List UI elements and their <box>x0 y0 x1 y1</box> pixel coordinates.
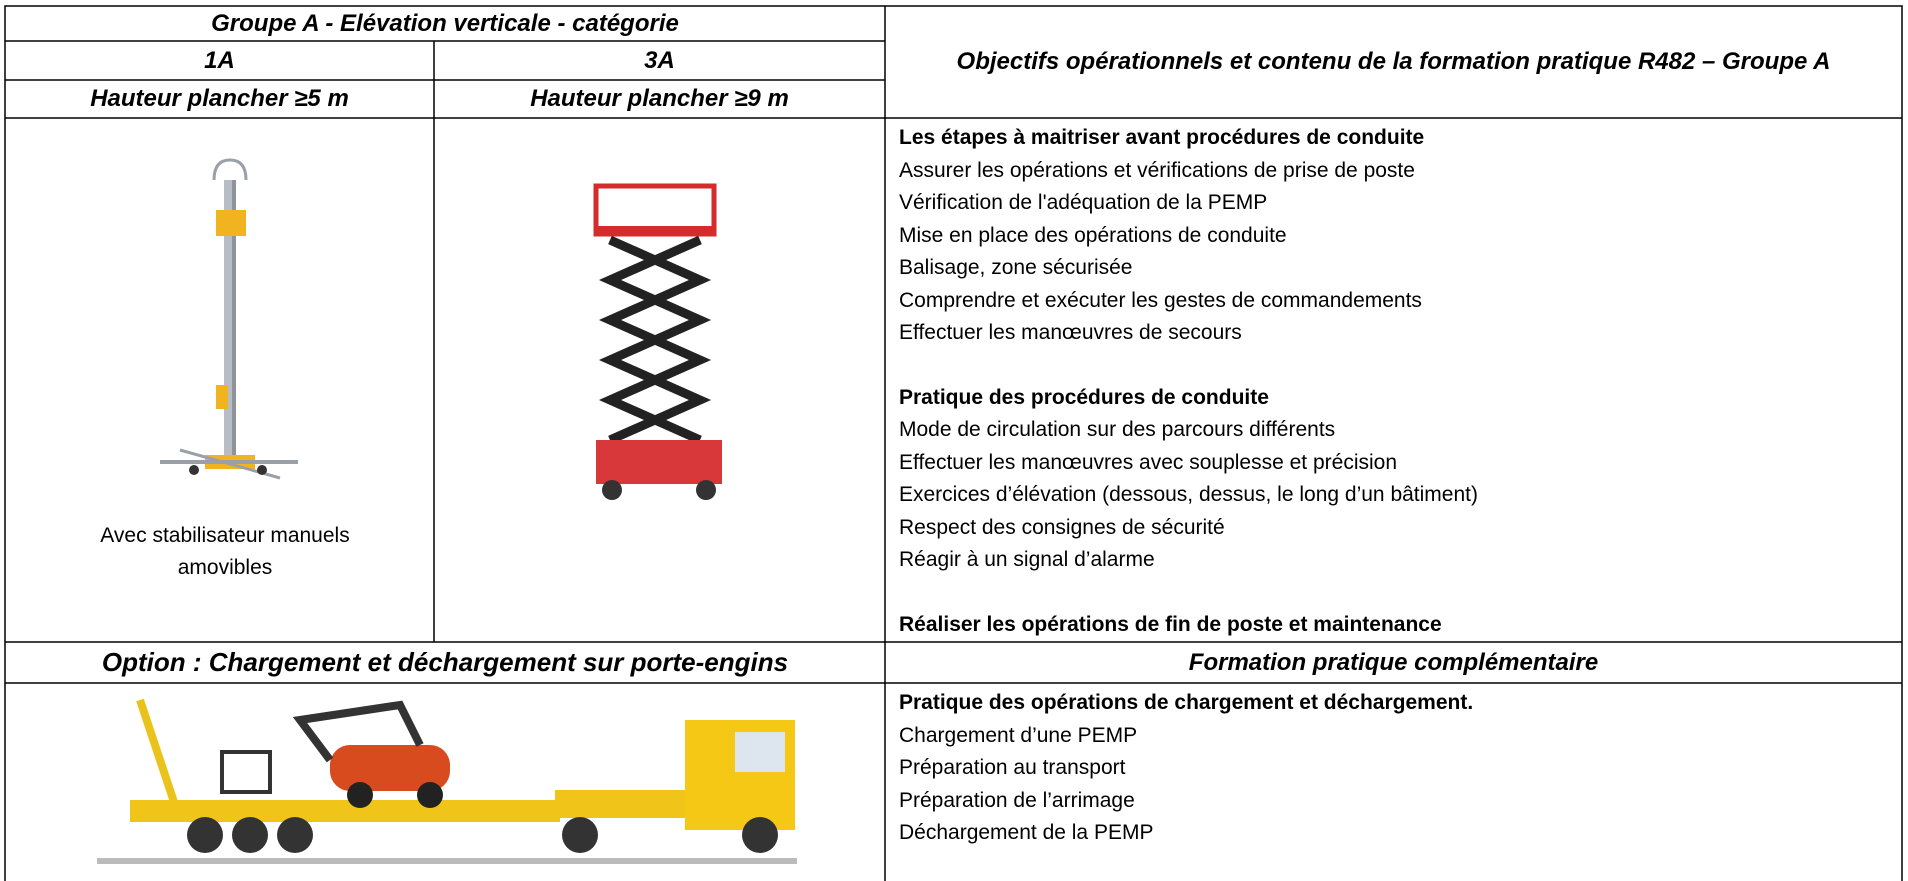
section-item: Mise en place des opérations de conduite <box>899 223 1287 247</box>
section-item: Chargement d’une PEMP <box>899 723 1138 747</box>
caption-1a: Avec stabilisateur manuels amovibles <box>100 524 350 579</box>
section-title: Réaliser les opérations de fin de poste … <box>899 612 1442 636</box>
section-item: Balisage, zone sécurisée <box>899 256 1133 279</box>
section-item: Effectuer les manœuvres de secours <box>899 321 1242 344</box>
mast-lift-illustration <box>160 158 298 480</box>
spacer <box>899 577 1478 609</box>
section-item: Préparation de l’arrimage <box>899 788 1135 812</box>
option-title: Option : Chargement et déchargement sur … <box>101 647 789 677</box>
section-item: Réagir à un signal d’alarme <box>899 548 1155 571</box>
section-item: Respect des consignes de sécurité <box>899 515 1225 539</box>
section-item: Assurer les opérations et vérifications … <box>899 158 1415 182</box>
category-label: 3A <box>644 46 675 74</box>
scissor-lift-illustration <box>593 183 722 500</box>
height-label: Hauteur plancher ≥9 m <box>530 85 789 112</box>
objectives-title: Objectifs opérationnels et contenu de la… <box>956 48 1831 75</box>
section-item: Exercices d’élévation (dessous, dessus, … <box>899 483 1478 506</box>
section-title: Pratique des opérations de chargement et… <box>899 691 1474 714</box>
section-item: Comprendre et exécuter les gestes de com… <box>899 288 1422 312</box>
complementary-list: Pratique des opérations de chargement et… <box>899 687 1473 850</box>
complementary-title: Formation pratique complémentaire <box>1188 648 1599 676</box>
category-label: 1A <box>204 46 235 74</box>
section-item: Déchargement de la PEMP <box>899 821 1154 844</box>
height-label: Hauteur plancher ≥5 m <box>90 85 349 112</box>
section-title: Les étapes à maitriser avant procédures … <box>899 126 1425 149</box>
spacer <box>899 350 1478 382</box>
section-item: Effectuer les manœuvres avec souplesse e… <box>899 450 1398 474</box>
objectives-list: Les étapes à maitriser avant procédures … <box>899 122 1478 641</box>
section-item: Mode de circulation sur des parcours dif… <box>899 418 1336 441</box>
truck-illustration <box>97 698 797 864</box>
section-title: Pratique des procédures de conduite <box>899 385 1269 409</box>
section-item: Vérification de l'adéquation de la PEMP <box>899 191 1268 214</box>
group-title: Groupe A - Elévation verticale - catégor… <box>211 9 679 37</box>
section-item: Préparation au transport <box>899 756 1126 779</box>
